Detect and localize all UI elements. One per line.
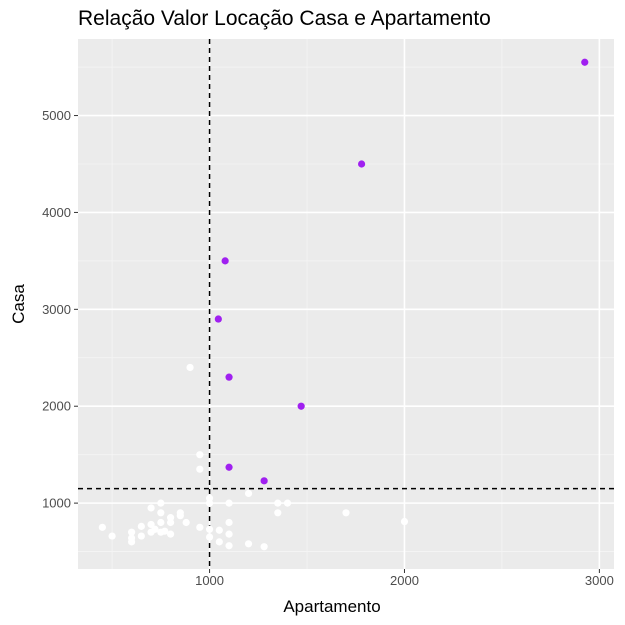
data-point bbox=[221, 257, 229, 265]
minor-gridlines bbox=[78, 39, 614, 569]
data-point bbox=[205, 499, 214, 507]
data-point bbox=[244, 540, 253, 548]
y-axis-ticks: 1000 2000 3000 4000 5000 bbox=[42, 108, 78, 511]
data-point bbox=[260, 543, 268, 551]
x-axis-ticks: 1000 2000 3000 bbox=[195, 569, 614, 588]
data-point bbox=[157, 499, 165, 507]
data-point bbox=[128, 528, 136, 536]
data-point bbox=[147, 520, 155, 529]
y-tick-label: 5000 bbox=[42, 108, 71, 123]
data-point bbox=[225, 518, 233, 527]
data-point bbox=[166, 518, 175, 527]
data-point bbox=[166, 530, 175, 538]
data-point bbox=[161, 527, 169, 535]
data-point bbox=[225, 373, 233, 381]
data-point bbox=[400, 517, 409, 526]
data-point bbox=[205, 533, 214, 541]
data-point bbox=[225, 463, 233, 471]
data-point bbox=[297, 402, 305, 410]
data-point bbox=[244, 489, 253, 498]
data-point bbox=[182, 518, 190, 527]
data-point bbox=[225, 499, 233, 507]
data-point bbox=[205, 525, 214, 533]
data-point bbox=[214, 315, 222, 323]
data-point bbox=[196, 451, 204, 459]
y-tick-label: 4000 bbox=[42, 205, 71, 220]
data-point bbox=[186, 363, 194, 372]
data-point bbox=[225, 542, 233, 550]
x-axis-label: Apartamento bbox=[283, 597, 380, 616]
data-point bbox=[342, 509, 350, 517]
data-point bbox=[128, 538, 136, 546]
data-point bbox=[196, 465, 204, 473]
x-tick-label: 3000 bbox=[585, 573, 614, 588]
data-point bbox=[215, 538, 223, 546]
data-point bbox=[225, 530, 233, 538]
data-point bbox=[283, 499, 292, 507]
plot-panel bbox=[78, 39, 614, 569]
data-point bbox=[274, 499, 282, 507]
data-points bbox=[98, 58, 589, 551]
data-point bbox=[581, 58, 589, 66]
data-point bbox=[157, 509, 165, 517]
data-point bbox=[137, 532, 145, 540]
reference-lines bbox=[78, 39, 614, 569]
data-point bbox=[176, 512, 184, 520]
chart-title: Relação Valor Locação Casa e Apartamento bbox=[78, 7, 491, 30]
data-point bbox=[274, 509, 282, 517]
data-point bbox=[157, 518, 165, 527]
x-tick-label: 2000 bbox=[390, 573, 419, 588]
data-point bbox=[108, 532, 116, 540]
y-tick-label: 2000 bbox=[42, 399, 71, 414]
data-point bbox=[98, 523, 106, 531]
x-tick-label: 1000 bbox=[195, 573, 224, 588]
data-point bbox=[147, 504, 155, 512]
data-point bbox=[196, 523, 204, 531]
data-point bbox=[151, 525, 159, 533]
y-tick-label: 1000 bbox=[42, 496, 71, 511]
data-point bbox=[357, 160, 366, 168]
y-tick-label: 3000 bbox=[42, 302, 71, 317]
data-point bbox=[137, 522, 145, 530]
data-point bbox=[215, 526, 223, 534]
data-point bbox=[260, 477, 268, 485]
y-axis-label: Casa bbox=[9, 284, 28, 324]
